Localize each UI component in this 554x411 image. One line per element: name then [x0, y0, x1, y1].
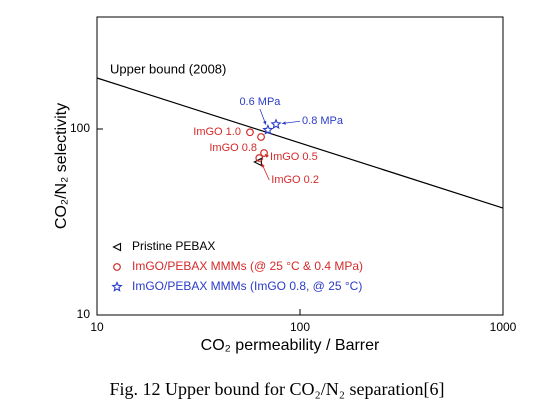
legend-label: Pristine PEBAX — [132, 239, 215, 253]
point-label: 0.8 MPa — [302, 115, 344, 127]
point-label: ImGO 0.5 — [270, 151, 318, 163]
arrow-head — [265, 153, 269, 158]
data-point — [253, 157, 262, 167]
data-point — [246, 128, 254, 137]
x-axis-label: CO₂ permeability / Barrer — [201, 337, 380, 354]
x-tick-label: 10 — [90, 320, 104, 334]
arrow-head — [282, 121, 286, 125]
x-tick-label: 100 — [290, 320, 310, 334]
data-point — [260, 149, 268, 157]
caption: Fig. 12 Upper bound for CO₂/N₂ separatio… — [110, 379, 445, 399]
legend-marker — [111, 281, 123, 292]
legend-label: ImGO/PEBAX MMMs (@ 25 °C & 0.4 MPa) — [132, 259, 363, 273]
legend-marker — [112, 242, 122, 252]
arrow-head — [263, 120, 267, 125]
point-label: ImGO 0.2 — [271, 174, 319, 186]
data-point — [262, 124, 274, 135]
upper-bound-line — [96, 77, 504, 209]
y-tick-label: 100 — [70, 121, 90, 135]
data-point — [270, 118, 282, 130]
x-tick-label: 1000 — [490, 320, 517, 334]
data-point — [257, 133, 265, 141]
point-label: ImGO 0.8 — [209, 142, 257, 154]
arrow-head — [261, 163, 265, 168]
data-point — [255, 154, 264, 162]
legend-label: ImGO/PEBAX MMMs (ImGO 0.8, @ 25 °C) — [132, 279, 362, 293]
y-tick-label: 10 — [77, 307, 91, 321]
point-label: 0.6 MPa — [239, 96, 281, 108]
upper-bound-label: Upper bound (2008) — [110, 61, 226, 76]
point-label: ImGO 1.0 — [193, 126, 241, 138]
legend-marker — [113, 263, 121, 271]
y-axis-label: CO₂/N₂ selectivity — [53, 103, 70, 229]
